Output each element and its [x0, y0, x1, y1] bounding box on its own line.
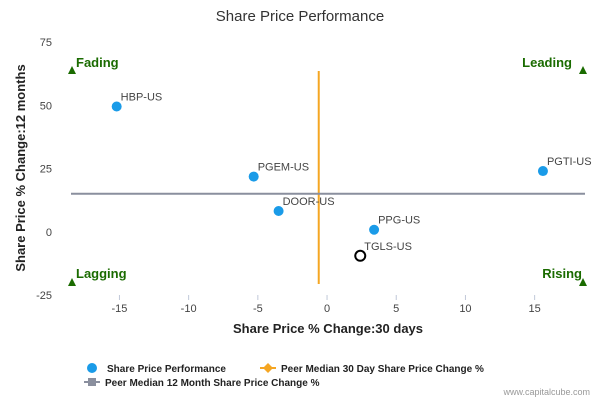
- x-tick-label: 15: [529, 303, 541, 315]
- data-point-label: HBP-US: [121, 92, 163, 104]
- data-point-label: PGTI-US: [547, 156, 592, 168]
- x-tick-label: 5: [393, 303, 399, 315]
- y-axis-ticks: -25 0 25 50 75: [36, 37, 52, 302]
- data-points: HBP-US PGEM-US DOOR-US PPG-US TGLS-US PGTI-US: [111, 92, 592, 262]
- chart-title: Share Price Performance: [216, 8, 384, 25]
- x-tick-label: 10: [459, 303, 471, 315]
- legend-marker-diamond: [263, 363, 273, 373]
- legend-marker-performance: [87, 363, 97, 373]
- quadrant-marker: [68, 66, 76, 74]
- data-point-highlighted[interactable]: [354, 249, 367, 262]
- quadrant-label-lagging: Lagging: [76, 266, 127, 281]
- quadrant-labels: Fading Leading Lagging Rising: [68, 55, 587, 286]
- data-point[interactable]: [248, 171, 259, 182]
- data-point[interactable]: [273, 206, 284, 217]
- data-point-label: DOOR-US: [283, 196, 335, 208]
- x-tick-label: 0: [324, 303, 330, 315]
- quadrant-marker: [579, 66, 587, 74]
- x-axis-label: Share Price % Change:30 days: [233, 321, 423, 336]
- legend-label: Share Price Performance: [107, 364, 226, 375]
- data-point[interactable]: [537, 166, 548, 177]
- legend-label: Peer Median 12 Month Share Price Change …: [105, 378, 320, 389]
- data-point[interactable]: [369, 224, 380, 235]
- y-tick-label: -25: [36, 290, 52, 302]
- quadrant-marker: [68, 278, 76, 286]
- y-axis-label: Share Price % Change:12 months: [13, 64, 28, 271]
- x-axis-ticks: -15 -10 -5 0 5 10 15: [111, 295, 541, 315]
- data-point[interactable]: [111, 101, 122, 112]
- y-tick-label: 75: [40, 37, 52, 49]
- y-tick-label: 0: [46, 227, 52, 239]
- data-point-label: PPG-US: [378, 215, 420, 227]
- x-tick-label: -10: [181, 303, 197, 315]
- legend-marker-square: [88, 378, 96, 386]
- data-point-label: PGEM-US: [258, 162, 309, 174]
- legend: Share Price Performance Peer Median 30 Da…: [84, 363, 484, 389]
- quadrant-label-rising: Rising: [542, 266, 582, 281]
- y-tick-label: 50: [40, 100, 52, 112]
- x-tick-label: -5: [253, 303, 263, 315]
- quadrant-label-leading: Leading: [522, 55, 572, 70]
- x-tick-label: -15: [111, 303, 127, 315]
- y-tick-label: 25: [40, 164, 52, 176]
- quadrant-marker: [579, 278, 587, 286]
- quadrant-label-fading: Fading: [76, 55, 119, 70]
- data-point-label: TGLS-US: [364, 241, 412, 253]
- legend-label: Peer Median 30 Day Share Price Change %: [281, 364, 484, 375]
- credit-text: www.capitalcube.com: [502, 387, 590, 397]
